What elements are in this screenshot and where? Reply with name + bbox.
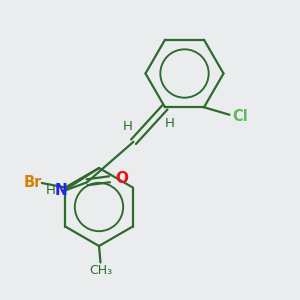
Text: Cl: Cl	[232, 109, 248, 124]
Text: CH₃: CH₃	[89, 264, 112, 278]
Text: H: H	[46, 184, 55, 197]
Text: O: O	[116, 171, 129, 186]
Text: Br: Br	[24, 175, 42, 190]
Text: H: H	[165, 117, 174, 130]
Text: H: H	[123, 120, 132, 133]
Text: N: N	[55, 184, 68, 199]
